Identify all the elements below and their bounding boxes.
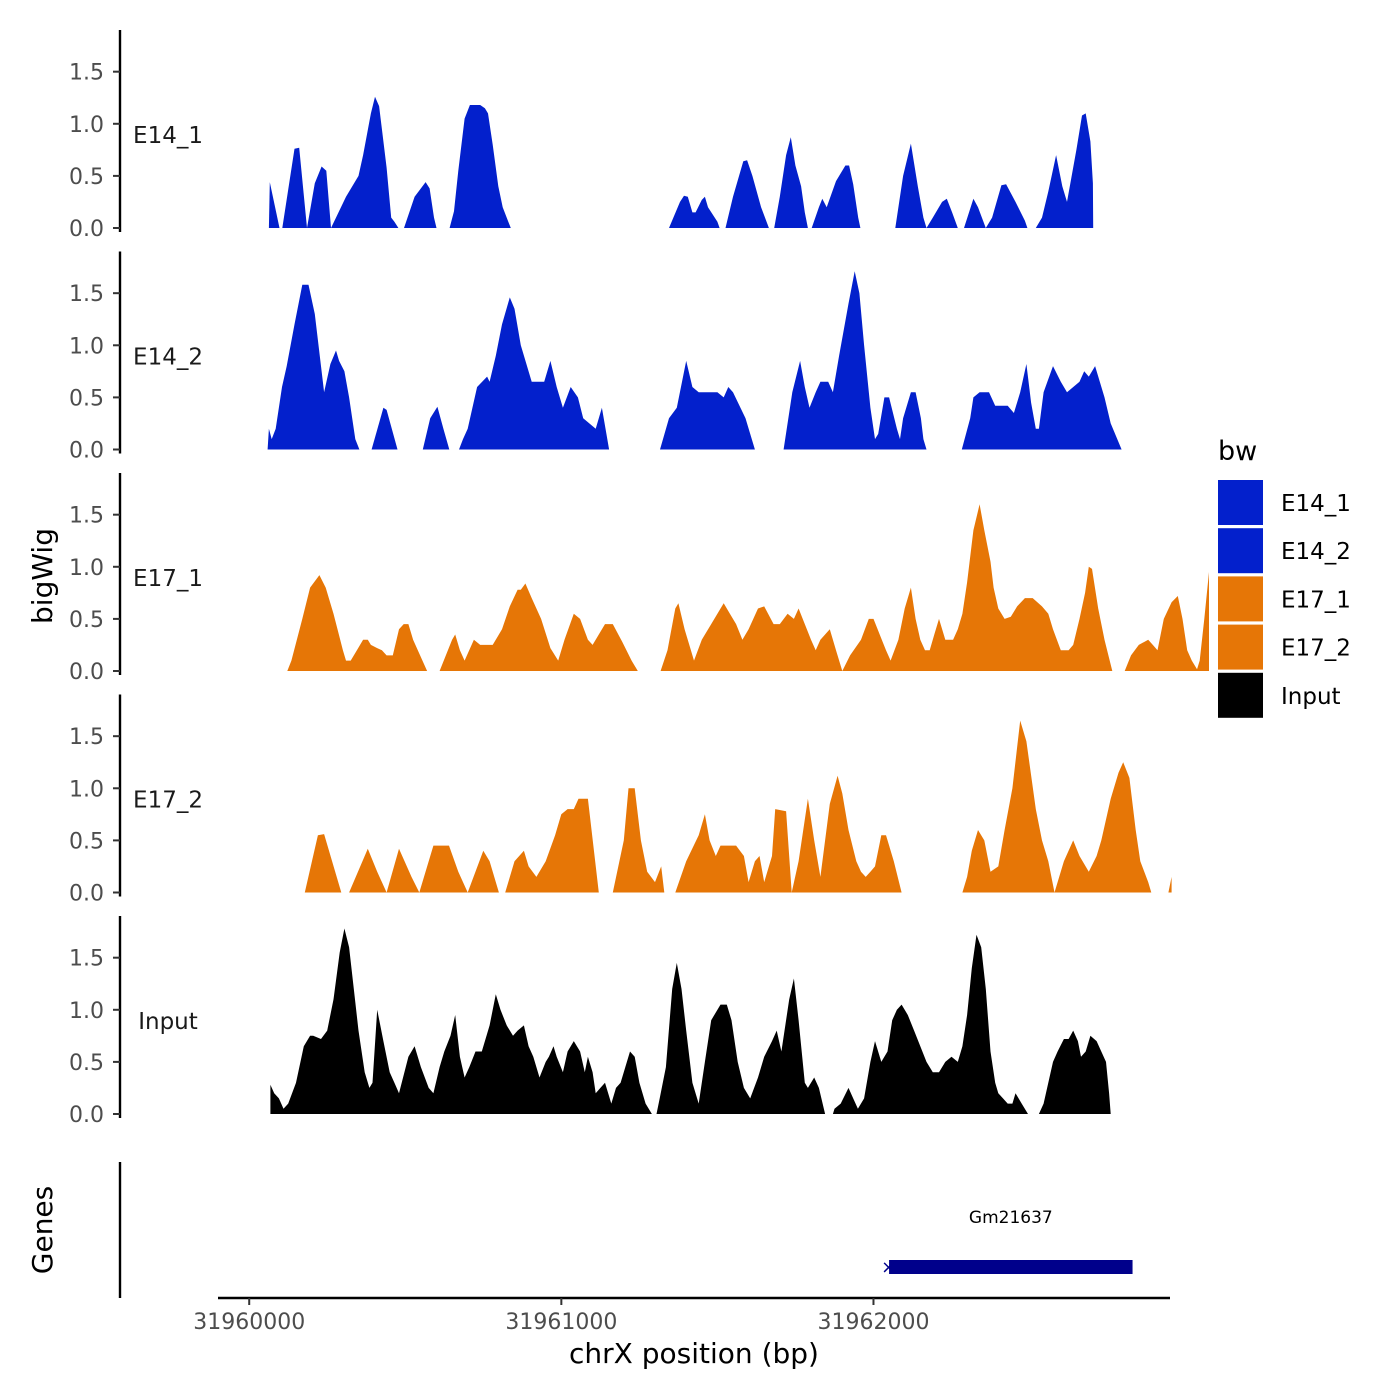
area-input: [270, 928, 652, 1114]
area-e17-2: [962, 720, 1152, 893]
area-e17-2: [675, 775, 902, 893]
x-tick-label: 31960000: [193, 1310, 305, 1335]
area-e14-1: [268, 182, 280, 228]
x-axis-title: chrX position (bp): [569, 1337, 819, 1370]
gene-track: × Gm21637: [118, 1162, 1133, 1298]
panel-input: 0.0 0.5 1.0 1.5 Input: [69, 916, 1111, 1128]
y-tick-label-e17-1: 1.0: [69, 556, 104, 581]
legend-label-e17-1: E17_1: [1281, 587, 1351, 613]
legend-label-e17-2: E17_2: [1281, 636, 1351, 662]
legend-items: E14_1 E14_2 E17_1 E17_2 Input: [1218, 480, 1351, 718]
area-e14-2: [961, 364, 1122, 450]
area-input: [656, 962, 826, 1114]
track-label-e14-1: E14_1: [133, 123, 203, 149]
y-tick-label-e17-2: 0.0: [69, 882, 104, 907]
track-label-input: Input: [138, 1009, 198, 1035]
y-tick-label-input: 1.5: [69, 947, 104, 972]
gene-label-gm21637: Gm21637: [969, 1208, 1053, 1228]
y-tick-label-e14-1: 0.0: [69, 217, 104, 242]
area-e17-2: [304, 834, 342, 893]
area-e14-1: [404, 182, 437, 228]
legend-swatch-e17-2: [1218, 624, 1263, 670]
area-e14-2: [371, 407, 398, 450]
y-tick-label-e17-2: 0.5: [69, 829, 104, 854]
y-tick-label-e14-2: 0.0: [69, 439, 104, 464]
area-e14-1: [774, 137, 808, 228]
panel-e14-2: 0.0 0.5 1.0 1.5 E14_2: [69, 251, 1122, 464]
area-e14-2: [459, 297, 610, 450]
area-input: [1038, 1030, 1111, 1114]
x-axis: 31960000 31961000 31962000 chrX position (…: [193, 1296, 1170, 1370]
panel-e17-2: 0.0 0.5 1.0 1.5 E17_2: [69, 694, 1172, 907]
y-tick-label-e14-2: 0.5: [69, 386, 104, 411]
track-panels: 0.0 0.5 1.0 1.5 E14_1 0.0 0.5 1.0 1.5 E14_2 0.0 0.5…: [69, 30, 1209, 1128]
x-tick-label: 31961000: [505, 1310, 617, 1335]
y-tick-label-e14-1: 0.5: [69, 165, 104, 190]
y-tick-label-input: 1.0: [69, 999, 104, 1024]
y-tick-label-input: 0.5: [69, 1051, 104, 1076]
gene-strand-marker: ×: [881, 1257, 896, 1278]
area-e17-1: [660, 504, 1113, 671]
y-tick-label-e17-2: 1.0: [69, 777, 104, 802]
area-e14-1: [895, 143, 958, 228]
area-e14-1: [725, 160, 769, 228]
legend-swatch-e14-2: [1218, 528, 1263, 574]
legend-title: bw: [1218, 436, 1257, 467]
y-tick-label-e14-1: 1.5: [69, 61, 104, 86]
y-tick-label-e17-2: 1.5: [69, 725, 104, 750]
area-e14-1: [1035, 113, 1094, 228]
x-tick-label: 31962000: [817, 1310, 929, 1335]
y-tick-label-e14-1: 1.0: [69, 113, 104, 138]
area-e14-1: [282, 96, 399, 228]
y-tick-label-e14-2: 1.5: [69, 282, 104, 307]
legend-label-input: Input: [1281, 684, 1341, 710]
area-e17-1: [1196, 572, 1209, 671]
area-e14-2: [422, 406, 450, 450]
area-e17-2: [349, 798, 599, 893]
legend-label-e14-1: E14_1: [1281, 491, 1351, 517]
genes-axis-title: Genes: [26, 1186, 59, 1274]
area-e14-1: [964, 184, 1028, 228]
y-axis-title: bigWig: [26, 528, 59, 624]
area-e17-1: [287, 575, 428, 671]
area-e17-2: [1168, 876, 1172, 893]
panel-e14-1: 0.0 0.5 1.0 1.5 E14_1: [69, 30, 1094, 242]
area-e17-1: [1124, 596, 1199, 671]
area-e17-2: [612, 788, 665, 893]
track-label-e17-1: E17_1: [133, 566, 203, 592]
area-e14-2: [267, 284, 360, 450]
area-e14-2: [783, 271, 927, 450]
panel-e17-1: 0.0 0.5 1.0 1.5 E17_1: [69, 473, 1209, 685]
area-e14-1: [669, 195, 720, 228]
area-input: [832, 934, 1028, 1114]
x-axis-ticks: 31960000 31961000 31962000: [193, 1298, 929, 1335]
legend-label-e14-2: E14_2: [1281, 539, 1351, 565]
y-tick-label-e17-1: 0.5: [69, 608, 104, 633]
track-label-e14-2: E14_2: [133, 345, 203, 371]
area-e17-1: [439, 583, 638, 671]
legend: bw E14_1 E14_2 E17_1 E17_2 Input: [1218, 436, 1351, 718]
area-e14-1: [811, 165, 861, 228]
y-tick-label-e14-2: 1.0: [69, 334, 104, 359]
track-label-e17-2: E17_2: [133, 788, 203, 814]
legend-swatch-input: [1218, 672, 1263, 718]
y-tick-label-e17-1: 1.5: [69, 504, 104, 529]
y-tick-label-input: 0.0: [69, 1103, 104, 1128]
legend-swatch-e17-1: [1218, 576, 1263, 622]
area-e14-2: [660, 360, 755, 450]
area-e14-1: [449, 105, 511, 228]
legend-swatch-e14-1: [1218, 480, 1263, 525]
y-tick-label-e17-1: 0.0: [69, 660, 104, 685]
